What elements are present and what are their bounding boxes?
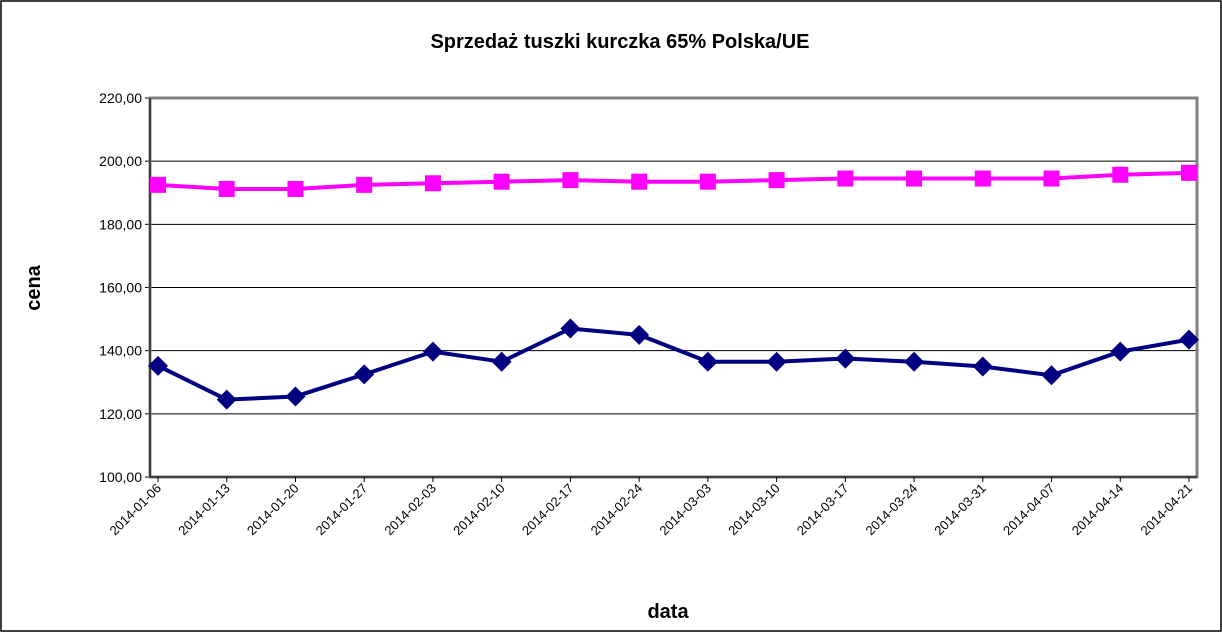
chart-title: Sprzedaż tuszki kurczka 65% Polska/UE (430, 31, 809, 53)
y-tick-label: 200,00 (99, 153, 142, 169)
point-marker (699, 173, 716, 190)
y-tick-label: 120,00 (99, 406, 142, 422)
point-marker (560, 318, 581, 339)
series-line (157, 170, 1190, 191)
point-marker (904, 351, 925, 372)
point-marker (766, 351, 787, 372)
point-marker (424, 175, 441, 192)
point-marker (356, 176, 373, 193)
y-tick-label: 160,00 (99, 280, 142, 296)
point-marker (218, 180, 235, 197)
point-marker (972, 356, 993, 377)
point-marker (493, 173, 510, 190)
point-marker (1043, 170, 1060, 187)
point-marker (631, 173, 648, 190)
y-axis-title: cena (23, 264, 45, 310)
y-tick-label: 140,00 (99, 343, 142, 359)
y-tick-label: 180,00 (99, 216, 142, 232)
point-marker (906, 170, 923, 187)
point-marker (562, 172, 579, 189)
point-marker (835, 348, 856, 369)
point-marker (974, 170, 991, 187)
point-marker (1181, 164, 1197, 181)
point-marker (285, 386, 306, 407)
y-tick-label: 100,00 (99, 469, 142, 485)
point-marker (148, 355, 168, 376)
point-marker (491, 351, 512, 372)
point-marker (150, 176, 166, 193)
point-marker (287, 180, 304, 197)
point-marker (837, 170, 854, 187)
point-marker (1112, 166, 1129, 183)
y-tick-label: 220,00 (99, 90, 142, 106)
point-marker (216, 389, 237, 410)
x-axis-title: data (647, 601, 689, 623)
point-marker (1110, 341, 1131, 362)
point-marker (629, 324, 650, 345)
point-marker (1041, 365, 1062, 386)
point-marker (422, 341, 443, 362)
point-marker (768, 172, 785, 189)
point-marker (1179, 329, 1199, 350)
series-line (157, 326, 1190, 402)
point-marker (354, 364, 375, 385)
point-marker (697, 351, 718, 372)
